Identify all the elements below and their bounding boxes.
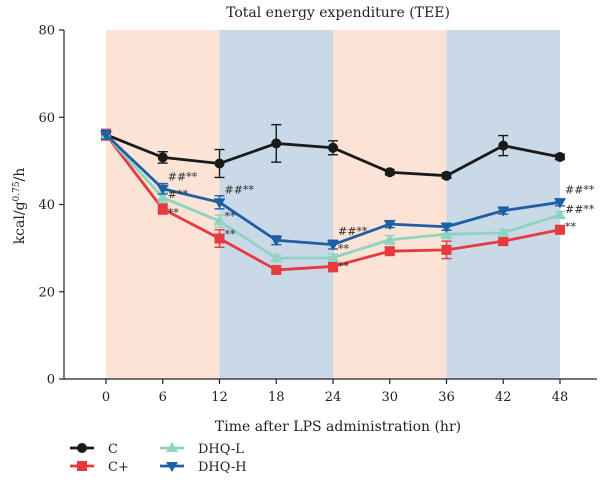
legend-label-1: C+: [108, 460, 129, 475]
data-point-0-5: [384, 167, 395, 178]
data-point-2-3: [270, 252, 283, 263]
data-point-2-2: [213, 215, 226, 226]
annotation-6: ##**: [338, 225, 368, 238]
band-light-2: [333, 30, 447, 379]
legend: C C+ DHQ-L DHQ-H: [70, 442, 247, 475]
series-layer: [100, 123, 566, 275]
band-dark-1: [219, 30, 333, 379]
y-tick-label-80: 80: [38, 24, 55, 39]
data-point-1-6: [441, 244, 452, 255]
data-point-0-4: [328, 142, 338, 153]
significance-annotations: ##** #** ** ##** ** ** ##** ** ** ##** ##** **: [168, 171, 595, 273]
legend-marker-1: [77, 461, 87, 471]
data-point-2-4: [327, 251, 339, 262]
data-point-3-5: [383, 220, 396, 231]
annotation-4: **: [225, 210, 237, 223]
data-point-0-2: [214, 158, 225, 169]
series-c-plus: [101, 128, 565, 275]
y-tick-label-20: 20: [38, 285, 55, 300]
phase-bands: [106, 30, 560, 379]
x-tick-label-48: 48: [552, 390, 569, 405]
x-tick-label-24: 24: [325, 390, 342, 405]
chart-title: Total energy expenditure (TEE): [226, 5, 450, 21]
y-axis-label: kcal/g0.75/h: [12, 168, 28, 245]
annotation-5: **: [225, 228, 237, 241]
data-point-3-3: [270, 236, 283, 247]
x-tick-label-0: 0: [102, 390, 110, 405]
annotation-8: **: [338, 260, 350, 273]
annotation-9: ##**: [565, 184, 595, 197]
legend-item-2: DHQ-L: [160, 442, 244, 457]
data-point-0-3: [271, 138, 282, 149]
legend-label-2: DHQ-L: [198, 442, 244, 457]
y-label-unit: kcal/g: [12, 201, 28, 244]
x-tick-label-6: 6: [159, 390, 167, 405]
x-tick-label-18: 18: [268, 390, 285, 405]
data-point-1-4: [328, 261, 338, 272]
legend-marker-3: [166, 462, 178, 472]
data-point-1-7: [498, 236, 509, 247]
data-point-0-1: [157, 152, 168, 163]
legend-item-3: DHQ-H: [160, 460, 247, 475]
axes: 0 20 40 60 80 0 6 12 18 24 30 36 42 48: [38, 24, 597, 405]
y-tick-label-0: 0: [47, 373, 55, 388]
data-point-1-5: [384, 246, 395, 257]
data-point-3-4: [327, 240, 339, 251]
data-point-2-8: [554, 208, 566, 219]
y-label-exponent: 0.75: [12, 181, 22, 201]
data-point-1-3: [271, 264, 282, 275]
y-tick-label-40: 40: [38, 198, 55, 213]
data-point-0-7: [498, 140, 509, 151]
x-tick-label-36: 36: [438, 390, 455, 405]
data-point-2-1: [156, 191, 169, 202]
data-point-1-8: [555, 224, 565, 235]
x-tick-label-30: 30: [381, 390, 398, 405]
annotation-11: **: [565, 221, 577, 234]
annotation-2: **: [168, 207, 180, 220]
annotation-3: ##**: [225, 184, 255, 197]
legend-item-0: C: [70, 442, 118, 457]
x-tick-label-42: 42: [495, 390, 512, 405]
data-point-0-8: [555, 151, 565, 162]
x-axis-label: Time after LPS administration (hr): [215, 419, 461, 435]
data-point-1-1: [157, 203, 168, 214]
data-point-3-6: [440, 222, 453, 233]
data-point-1-2: [214, 233, 225, 244]
y-tick-label-60: 60: [38, 111, 55, 126]
legend-item-1: C+: [70, 460, 129, 475]
legend-marker-2: [166, 442, 178, 452]
legend-marker-0: [77, 443, 87, 453]
annotation-10: ##**: [565, 203, 595, 216]
annotation-1: #**: [168, 188, 189, 201]
series-dhq-h: [100, 129, 566, 251]
annotation-7: **: [338, 242, 350, 255]
data-point-3-7: [497, 206, 510, 217]
x-tick-label-12: 12: [211, 390, 228, 405]
legend-label-0: C: [108, 442, 118, 457]
data-point-2-7: [497, 226, 510, 237]
data-point-0-6: [441, 170, 452, 181]
legend-label-3: DHQ-H: [198, 460, 247, 475]
data-point-3-2: [213, 198, 226, 209]
annotation-0: ##**: [168, 171, 198, 184]
data-point-3-0: [100, 130, 112, 141]
data-point-3-1: [156, 184, 169, 195]
y-label-suffix: /h: [12, 168, 28, 182]
data-point-2-5: [383, 233, 396, 244]
data-point-3-8: [554, 198, 566, 209]
data-point-2-6: [440, 228, 453, 239]
